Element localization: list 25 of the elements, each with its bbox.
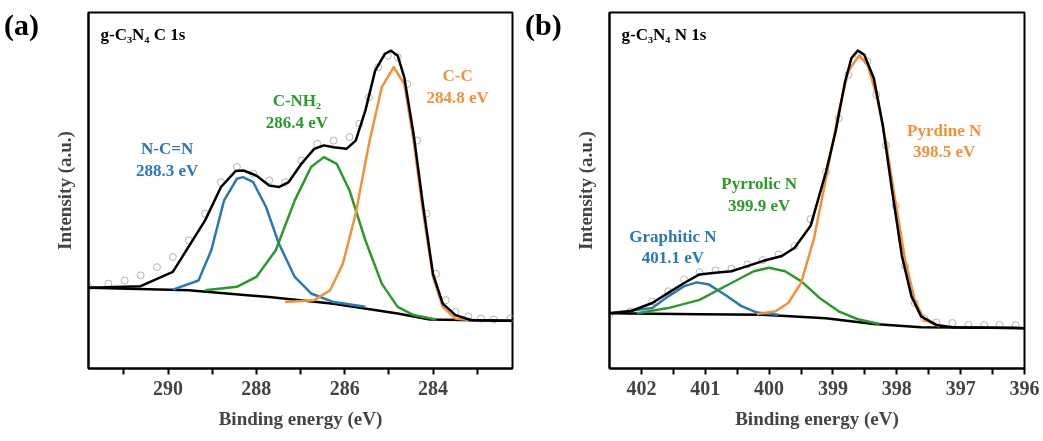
x-tick-label: 398 (881, 376, 912, 399)
x-tick-label: 402 (626, 376, 657, 399)
x-tick-label: 399 (817, 376, 848, 399)
x-tick-label: 400 (754, 376, 785, 399)
y-axis-title: Intensity (a.u.) (53, 131, 76, 250)
text: (b) (525, 7, 562, 43)
text: Pyrrolic N 399.9 eV (721, 173, 798, 215)
x-tick-label: 401 (690, 376, 721, 399)
chart-title: g-C₃N₄ C 1s (100, 24, 186, 44)
x-tick-label: 290 (153, 376, 183, 399)
x-tick-label: 288 (241, 376, 272, 399)
text: (a) (4, 7, 39, 43)
chart-title: g-C₃N₄ N 1s (621, 24, 707, 44)
x-axis-title: Binding energy (eV) (218, 407, 383, 430)
series-label: N-C=N 288.3 eV (135, 139, 199, 181)
series-label: Pyrdine N 398.5 eV (907, 120, 982, 162)
x-tick-label: 397 (945, 376, 976, 399)
x-tick-label: 286 (329, 376, 360, 399)
series-label: C-NH₂ 286.4 eV (265, 91, 329, 133)
x-axis-title: Binding energy (eV) (735, 407, 899, 430)
series-label: C-C 284.8 eV (426, 66, 490, 108)
y-axis-title: Intensity (a.u.) (574, 131, 597, 250)
x-tick-label: 396 (1009, 376, 1040, 399)
series-label: Graphitic N 401.1 eV (629, 226, 718, 268)
x-tick-label: 284 (418, 376, 448, 399)
